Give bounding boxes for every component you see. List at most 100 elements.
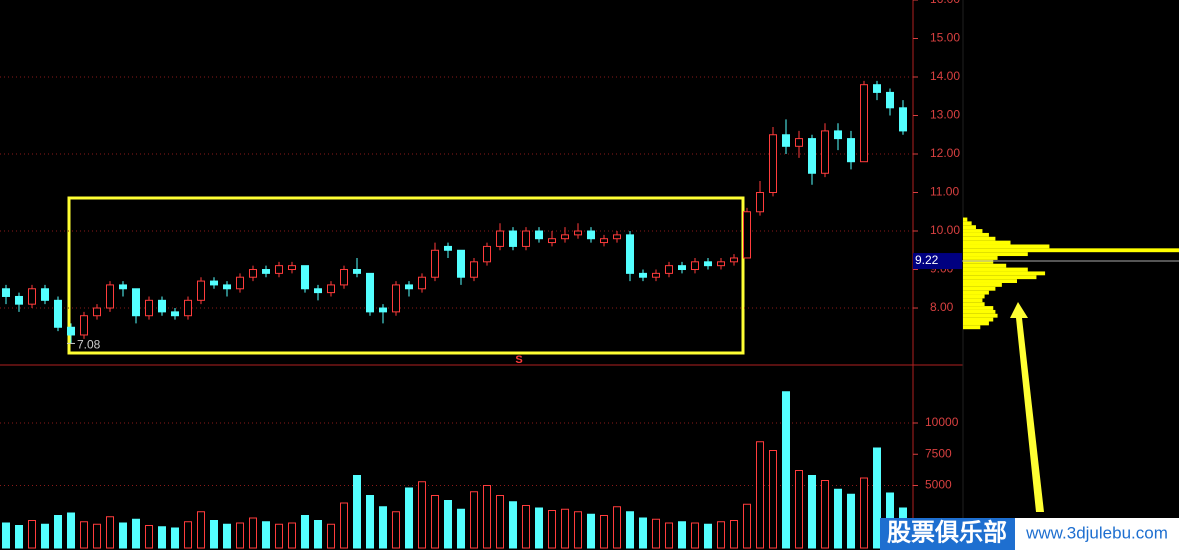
candle-body (470, 261, 478, 278)
y-tick-label: 10.00 (930, 223, 960, 237)
profile-bar (963, 321, 989, 326)
y-tick-label: 10000 (925, 415, 959, 429)
volume-bar (236, 522, 244, 549)
candle-body (535, 230, 543, 240)
profile-bar (963, 275, 1037, 280)
candle-body (340, 269, 348, 286)
candle-body (730, 257, 738, 263)
volume-bar (860, 477, 868, 549)
candle-body (821, 130, 829, 174)
volume-bar (418, 481, 426, 549)
watermark-url-bg (1015, 518, 1179, 550)
candle-body (795, 138, 803, 147)
volume-bar (327, 523, 335, 549)
y-tick-label: 13.00 (930, 108, 960, 122)
profile-bar (963, 263, 1007, 268)
candle-body (457, 249, 465, 278)
volume-bar (301, 515, 309, 549)
candle-body (743, 211, 751, 259)
volume-bar (106, 516, 114, 549)
candle-body (119, 284, 127, 290)
profile-bar (963, 240, 1011, 245)
volume-bar (2, 522, 10, 549)
candle-body (756, 192, 764, 213)
candle-body (80, 315, 88, 336)
volume-bar (678, 521, 686, 549)
candle-body (561, 234, 569, 240)
candle-body (28, 288, 36, 305)
volume-bar (210, 520, 218, 549)
volume-bar (808, 475, 816, 549)
volume-bar (834, 488, 842, 549)
low-label: 7.08 (77, 338, 101, 352)
candle-body (327, 284, 335, 294)
volume-bar (28, 520, 36, 549)
candle-body (405, 284, 413, 290)
profile-bar (963, 244, 1050, 249)
candle-body (249, 269, 257, 278)
candle-body (366, 272, 374, 313)
candle-body (236, 276, 244, 290)
candle-body (392, 284, 400, 313)
candle-body (899, 107, 907, 132)
watermark-title: 股票俱乐部 (887, 518, 1007, 546)
y-tick-label: 8.00 (930, 300, 954, 314)
volume-bar (548, 510, 556, 549)
profile-bar (963, 279, 1017, 283)
volume-bar (93, 523, 101, 549)
volume-bar (626, 511, 634, 549)
profile-bar (963, 309, 996, 314)
candle-body (197, 280, 205, 301)
candle-body (613, 234, 621, 240)
y-tick-label: 11.00 (930, 185, 959, 199)
profile-bar (963, 271, 1046, 276)
volume-bar (522, 505, 530, 549)
profile-bar (963, 282, 1002, 287)
profile-bar (963, 221, 972, 226)
volume-bar (314, 520, 322, 549)
profile-bar (963, 232, 989, 237)
profile-bar (963, 286, 996, 291)
volume-bar (509, 501, 517, 549)
profile-bar (963, 259, 994, 264)
profile-bar (963, 302, 985, 307)
volume-bar (132, 518, 140, 549)
candle-body (808, 138, 816, 174)
profile-bar (963, 306, 994, 310)
volume-bar (288, 522, 296, 549)
profile-bar (963, 294, 985, 299)
volume-bar (665, 522, 673, 549)
candle-body (106, 284, 114, 309)
candle-body (314, 288, 322, 294)
profile-bar (963, 217, 968, 222)
y-tick-label: 15.00 (930, 31, 960, 45)
volume-bar (262, 521, 270, 549)
candle-body (15, 295, 23, 305)
candle-body (574, 230, 582, 236)
candle-body (587, 230, 595, 240)
candle-body (223, 284, 231, 290)
volume-bar (847, 493, 855, 549)
volume-bar (782, 391, 790, 549)
volume-bar (379, 506, 387, 549)
candle-body (210, 280, 218, 286)
candle-body (886, 91, 894, 109)
volume-bar (353, 475, 361, 549)
y-tick-label: 14.00 (930, 69, 960, 83)
candle-body (41, 288, 49, 301)
profile-bar (963, 256, 998, 260)
candle-body (444, 245, 452, 251)
candle-body (704, 261, 712, 267)
volume-bar (15, 525, 23, 549)
candle-body (353, 269, 361, 274)
candle-body (652, 272, 660, 278)
volume-bar (470, 491, 478, 549)
volume-bar (535, 507, 543, 549)
candle-body (639, 272, 647, 278)
volume-bar (457, 508, 465, 549)
volume-bar (769, 450, 777, 549)
candle-body (834, 130, 842, 140)
volume-bar (249, 517, 257, 549)
volume-bar (704, 523, 712, 549)
volume-bar (197, 511, 205, 549)
